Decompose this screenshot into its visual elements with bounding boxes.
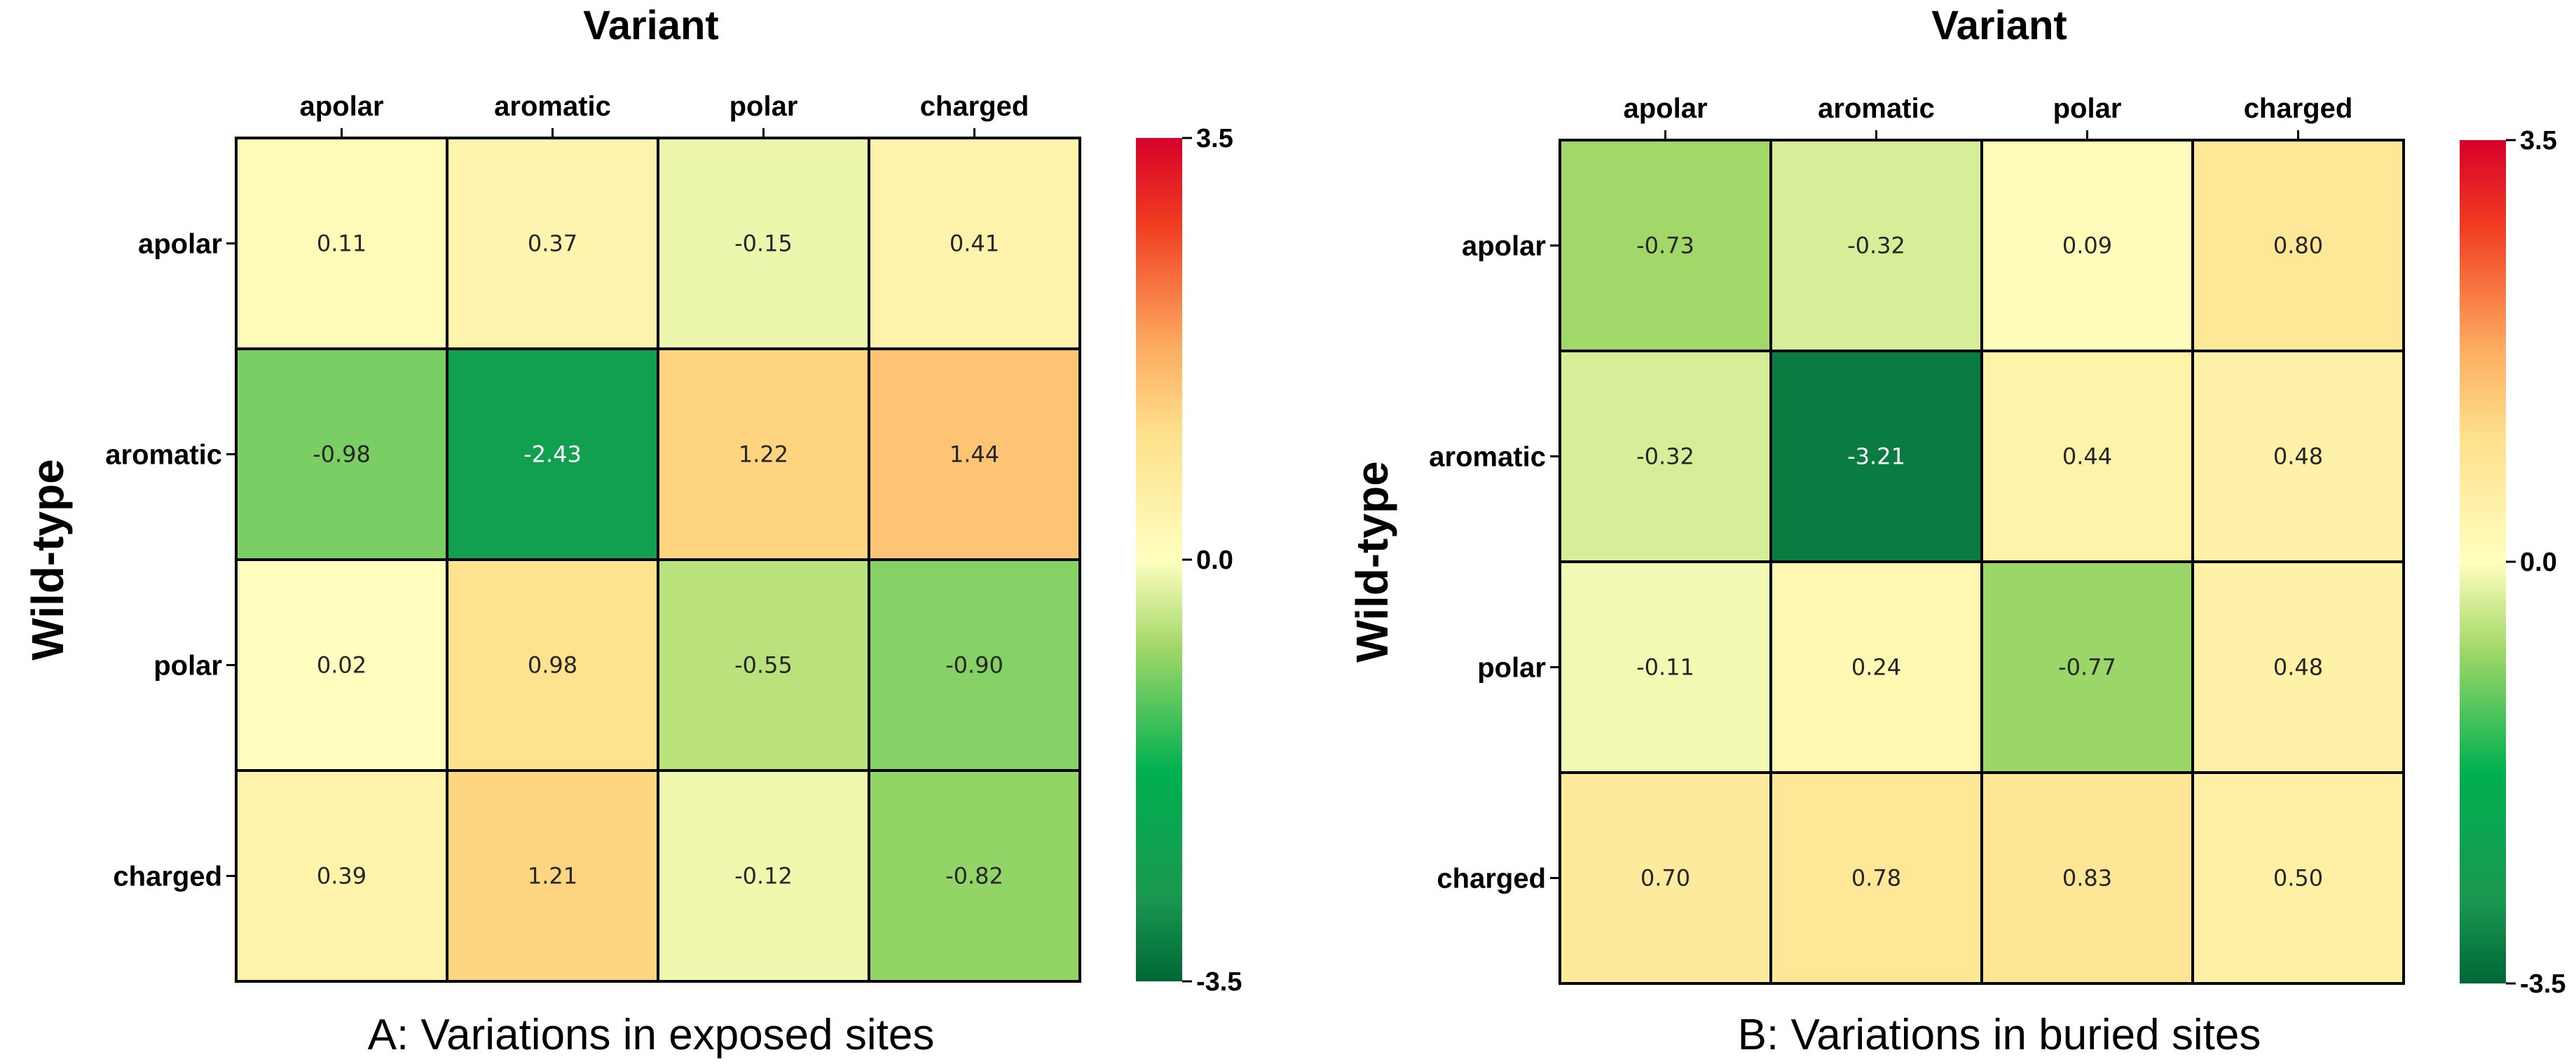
y-tick-label-polar: polar	[153, 651, 222, 682]
y-tick-label-apolar: apolar	[138, 229, 222, 260]
x-tick-label-aromatic: aromatic	[494, 91, 611, 122]
panel-title: B: Variations in buried sites	[1738, 1011, 2261, 1059]
heatmap-cell-exposed-apolar-apolar	[235, 137, 448, 350]
cell-value-label: -0.90	[945, 652, 1003, 679]
y-tick-label-apolar: apolar	[1462, 231, 1546, 262]
cell-value-label: 0.50	[2273, 865, 2323, 892]
heatmap-cell-exposed-apolar-charged	[868, 137, 1081, 350]
cell-value-label: -0.11	[1636, 654, 1694, 681]
y-tick-label-charged: charged	[1437, 864, 1546, 894]
heatmap-cell-exposed-charged-charged	[868, 769, 1081, 983]
x-tick-label-apolar: apolar	[299, 91, 383, 122]
cell-value-label: 0.83	[2062, 865, 2112, 892]
cell-value-label: 0.80	[2273, 233, 2323, 259]
panel-title: A: Variations in exposed sites	[368, 1011, 935, 1059]
colorbar-tick-label: 3.5	[2520, 126, 2557, 156]
heatmap-cell-buried-polar-aromatic	[1769, 560, 1983, 774]
heatmap-cell-exposed-charged-apolar	[235, 769, 448, 983]
y-tick-label-aromatic: aromatic	[1429, 442, 1546, 473]
y-tick-label-aromatic: aromatic	[105, 440, 222, 471]
heatmap-cell-buried-apolar-apolar	[1558, 139, 1772, 352]
cell-value-label: 0.24	[1851, 654, 1901, 681]
colorbar-tick-label: -3.5	[1196, 967, 1242, 997]
heatmap-cell-buried-aromatic-aromatic	[1769, 350, 1983, 563]
cell-value-label: -0.73	[1636, 233, 1694, 259]
x-tick-label-charged: charged	[2244, 93, 2353, 124]
cell-value-label: 1.22	[739, 441, 788, 468]
cell-value-label: 0.02	[317, 652, 366, 679]
heatmap-cell-buried-charged-charged	[2191, 771, 2405, 985]
heatmap-cell-exposed-apolar-aromatic	[446, 137, 659, 350]
colorbar-tick-label: -3.5	[2520, 969, 2565, 999]
cell-value-label: 0.09	[2062, 233, 2112, 259]
heatmap-cell-exposed-charged-aromatic	[446, 769, 659, 983]
heatmap-cell-exposed-polar-aromatic	[446, 558, 659, 772]
panel-buried-sites: -0.73 -0.32 0.09 0.80 -0.32 -3.21 0.44 0.48 -0.1…	[1347, 3, 2565, 1059]
cell-value-label: 0.78	[1851, 865, 1901, 892]
heatmap-cell-buried-polar-charged	[2191, 560, 2405, 774]
cell-value-label: 0.48	[2273, 654, 2323, 681]
heatmap-cell-buried-apolar-polar	[1980, 139, 2194, 352]
heatmap-cell-buried-charged-polar	[1980, 771, 2194, 985]
cell-value-label: -0.55	[734, 652, 793, 679]
cell-value-label: -0.82	[945, 863, 1003, 890]
y-tick-label-polar: polar	[1477, 653, 1546, 684]
cell-value-label: 1.44	[950, 441, 999, 468]
cell-value-label: 0.48	[2273, 443, 2323, 470]
x-tick-label-charged: charged	[920, 91, 1029, 122]
x-axis-title: Variant	[583, 3, 718, 48]
x-tick-label-apolar: apolar	[1623, 93, 1707, 124]
heatmap-cell-buried-apolar-charged	[2191, 139, 2405, 352]
cell-value-label: 0.37	[528, 230, 577, 257]
heatmap-cell-buried-aromatic-charged	[2191, 350, 2405, 563]
panel-exposed-sites: 0.11 0.37 -0.15 0.41 -0.98 -2.43 1.22 1.44 0.02 0…	[22, 3, 1242, 1059]
cell-value-label: 0.39	[317, 863, 366, 890]
heatmap-frame	[1558, 139, 2405, 985]
heatmap-cell-exposed-aromatic-aromatic	[446, 347, 659, 561]
cell-value-label: -2.43	[523, 441, 582, 468]
heatmap-cell-exposed-aromatic-charged	[868, 347, 1081, 561]
heatmap-frame	[235, 137, 1081, 983]
y-axis-title: Wild-type	[1347, 461, 1397, 662]
cell-value-label: -0.32	[1636, 443, 1694, 470]
cell-value-label: -0.77	[2058, 654, 2116, 681]
y-axis-title: Wild-type	[22, 459, 73, 660]
x-axis-title: Variant	[1931, 3, 2067, 48]
colorbar-tick-label: 3.5	[1196, 124, 1233, 153]
cell-value-label: 0.44	[2062, 443, 2112, 470]
cell-value-label: 0.11	[317, 230, 366, 257]
heatmap-cell-buried-apolar-aromatic	[1769, 139, 1983, 352]
cell-value-label: -0.12	[734, 863, 793, 890]
colorbar	[2460, 140, 2506, 983]
heatmap-cell-exposed-polar-charged	[868, 558, 1081, 772]
cell-value-label: 0.41	[950, 230, 999, 257]
cell-value-label: 1.21	[528, 863, 577, 890]
cell-value-label: 0.98	[528, 652, 577, 679]
cell-value-label: -3.21	[1847, 443, 1905, 470]
cell-value-label: 0.70	[1640, 865, 1690, 892]
heatmap-cell-exposed-aromatic-apolar	[235, 347, 448, 561]
colorbar-tick-label: 0.0	[2520, 548, 2557, 577]
cell-value-label: -0.15	[734, 230, 793, 257]
colorbar-tick-label: 0.0	[1196, 546, 1233, 575]
colorbar	[1136, 138, 1182, 981]
cell-value-label: -0.32	[1847, 233, 1905, 259]
cell-value-label: -0.98	[313, 441, 371, 468]
x-tick-label-polar: polar	[2053, 93, 2122, 124]
y-tick-label-charged: charged	[113, 862, 222, 892]
x-tick-label-aromatic: aromatic	[1818, 93, 1935, 124]
x-tick-label-polar: polar	[729, 91, 798, 122]
